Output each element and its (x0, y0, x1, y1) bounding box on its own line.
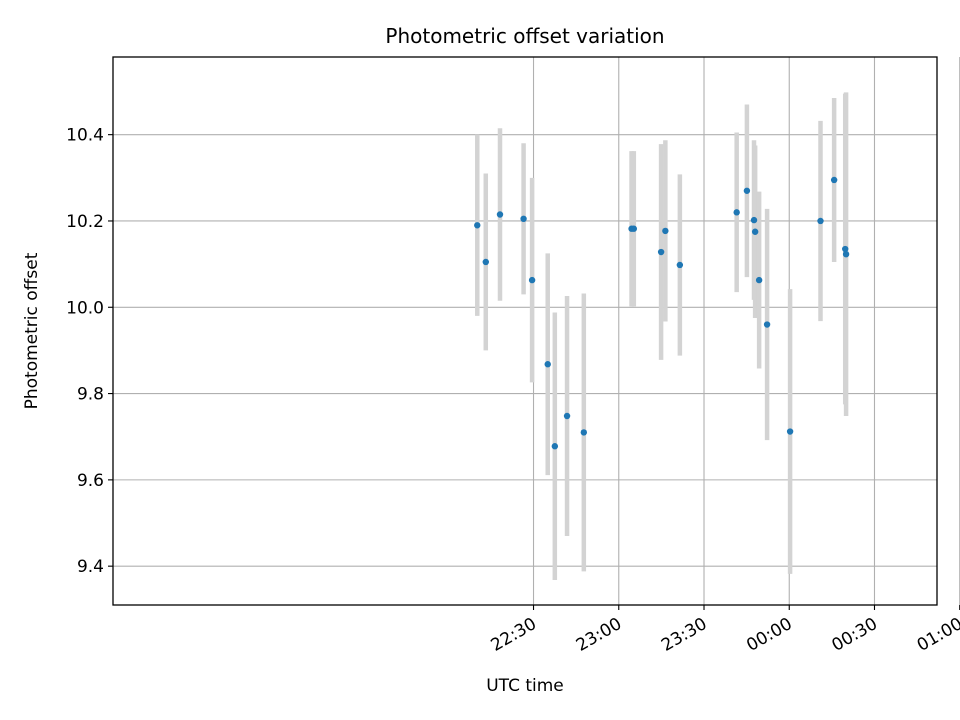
data-point (544, 361, 551, 368)
data-point (786, 428, 794, 435)
y-axis-label: Photometric offset (22, 252, 42, 409)
data-point (496, 211, 504, 218)
chart-title: Photometric offset variation (385, 24, 664, 48)
data-point (676, 261, 684, 269)
data-point (482, 258, 489, 266)
plot-frame (112, 56, 938, 606)
data-point (755, 276, 763, 284)
data-point (842, 245, 849, 253)
data-point (743, 187, 751, 194)
y-tick-label: 9.8 (77, 385, 104, 405)
data-point (817, 217, 824, 225)
data-point (751, 228, 759, 235)
data-point (733, 209, 740, 216)
data-point (657, 248, 665, 256)
y-tick-label: 9.6 (77, 471, 104, 491)
data-point (528, 276, 536, 284)
data-point (563, 412, 571, 420)
data-point (580, 429, 588, 436)
y-tick-label: 9.4 (77, 557, 104, 577)
data-point (763, 321, 771, 328)
data-point (662, 227, 669, 235)
x-axis-label: UTC time (486, 676, 564, 696)
y-tick-label: 10.2 (66, 212, 104, 232)
y-tick-label: 10.4 (66, 126, 104, 146)
y-tick-label: 10.0 (66, 298, 104, 318)
data-points (474, 176, 850, 450)
data-point (830, 176, 838, 184)
data-point (551, 443, 559, 450)
data-point (842, 250, 850, 258)
data-point (520, 215, 527, 223)
data-point (630, 225, 638, 232)
y-axis-ticks: 9.4 9.6 9.8 10.0 10.2 10.4 (66, 126, 113, 577)
data-point (750, 216, 758, 224)
data-point (474, 222, 481, 229)
